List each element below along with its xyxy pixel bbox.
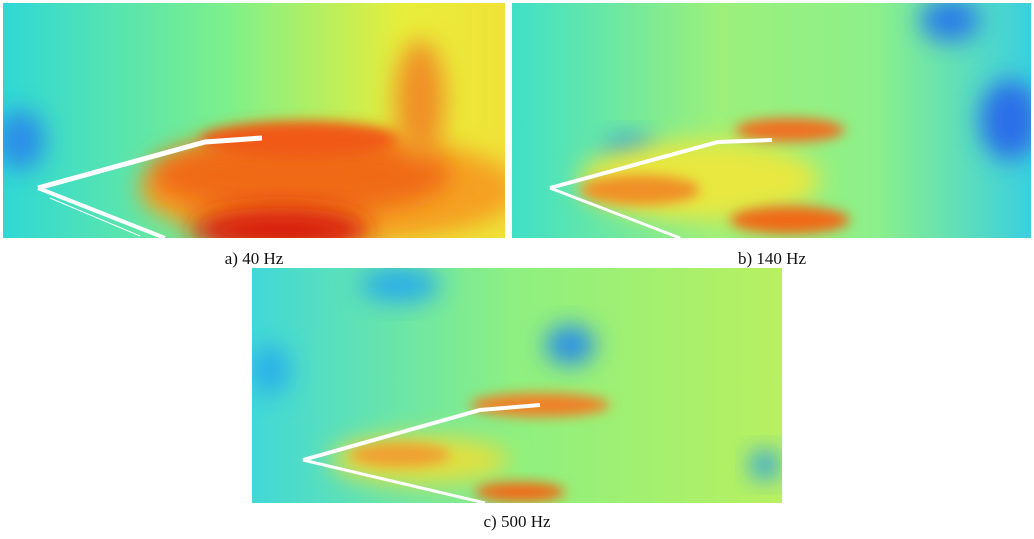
panel-caption: a) 40 Hz: [225, 249, 284, 268]
panel-a-image: [3, 3, 505, 238]
panel-b-image: [512, 3, 1031, 238]
panel-caption: c) 500 Hz: [483, 512, 550, 531]
panel-c-image: [252, 268, 782, 503]
panel-caption: b) 140 Hz: [738, 249, 806, 268]
